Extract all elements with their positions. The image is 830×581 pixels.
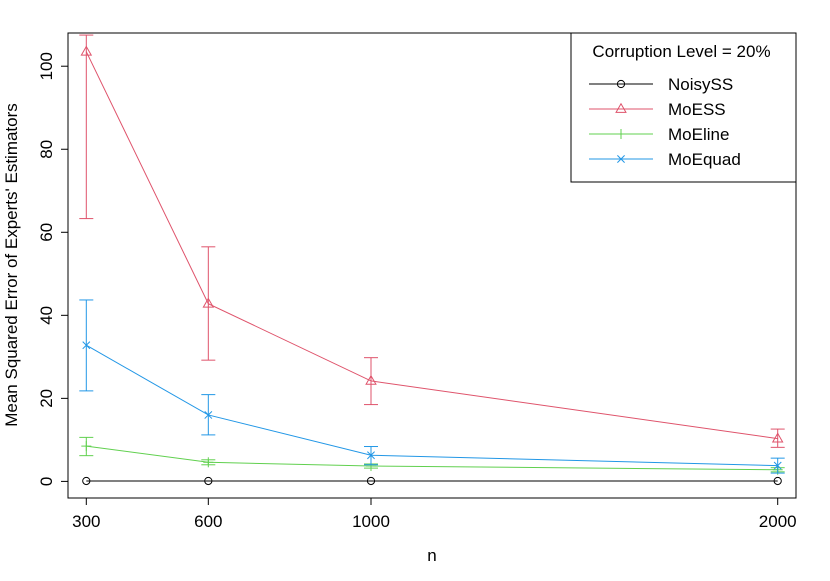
x-axis: 300 600 1000 2000 [72, 497, 797, 531]
marker-shape [615, 102, 627, 113]
y-tick-label: 100 [37, 52, 56, 80]
legend-swatch-marker [616, 129, 626, 139]
x-tick-label: 1000 [352, 512, 390, 531]
series-layer [79, 34, 785, 486]
legend-swatch-marker [616, 79, 626, 89]
legend-swatch-marker [617, 155, 625, 163]
legend-label: NoisySS [668, 75, 733, 94]
legend-item-moess: MoESS [589, 100, 726, 119]
marker-shape [365, 374, 377, 385]
marker-shape [82, 341, 91, 350]
series-line [86, 445, 778, 471]
legend-box [570, 32, 797, 183]
y-tick-label: 80 [37, 140, 56, 159]
x-tick-label: 300 [72, 512, 100, 531]
data-point [81, 441, 92, 452]
data-point [773, 476, 782, 486]
series-line [85, 51, 778, 440]
legend-item-moequad: MoEquad [589, 150, 741, 169]
marker-shape [617, 155, 625, 163]
marker-shape [204, 411, 213, 419]
marker-shape [80, 45, 93, 56]
x-tick-label: 600 [194, 512, 222, 531]
x-tick-label: 2000 [759, 512, 797, 531]
legend-label: MoESS [668, 100, 726, 119]
marker-shape [773, 476, 782, 486]
marker-shape [204, 476, 213, 486]
y-tick-label: 20 [37, 389, 56, 408]
series-line [86, 344, 778, 467]
data-point [365, 374, 377, 385]
y-tick-label: 60 [37, 223, 56, 242]
legend-label: MoEquad [668, 150, 741, 169]
y-tick-label: 40 [37, 306, 56, 325]
data-point [203, 457, 214, 468]
series-moess [79, 34, 785, 448]
legend-swatch-marker [615, 102, 627, 113]
data-point [80, 45, 93, 56]
series-noisyss [82, 476, 782, 486]
marker-shape [771, 432, 784, 443]
data-point [366, 476, 376, 486]
y-axis: 0 20 40 60 80 100 [37, 52, 69, 486]
legend-item-moeline: MoEline [589, 125, 729, 144]
y-axis-label: Mean Squared Error of Experts' Estimator… [2, 103, 21, 427]
legend: Corruption Level = 20% NoisySS MoESS MoElin… [570, 32, 797, 183]
data-point [773, 461, 782, 470]
series-moeline [79, 436, 785, 475]
data-point [771, 432, 784, 443]
legend-label: MoEline [668, 125, 729, 144]
data-point [82, 341, 91, 350]
x-axis-label: n [427, 546, 436, 565]
data-point [367, 451, 375, 460]
legend-title: Corruption Level = 20% [592, 42, 770, 61]
data-point [202, 297, 215, 308]
series-moequad [79, 299, 785, 474]
y-tick-label: 0 [37, 477, 56, 486]
marker-shape [773, 461, 782, 470]
data-point [204, 411, 213, 419]
data-point [82, 476, 91, 486]
marker-shape [367, 451, 375, 460]
data-point [204, 476, 213, 486]
marker-shape [616, 79, 626, 89]
marker-shape [366, 476, 376, 486]
marker-shape [202, 297, 215, 308]
marker-shape [82, 476, 91, 486]
legend-item-noisyss: NoisySS [589, 75, 733, 94]
error-bar [79, 34, 94, 220]
